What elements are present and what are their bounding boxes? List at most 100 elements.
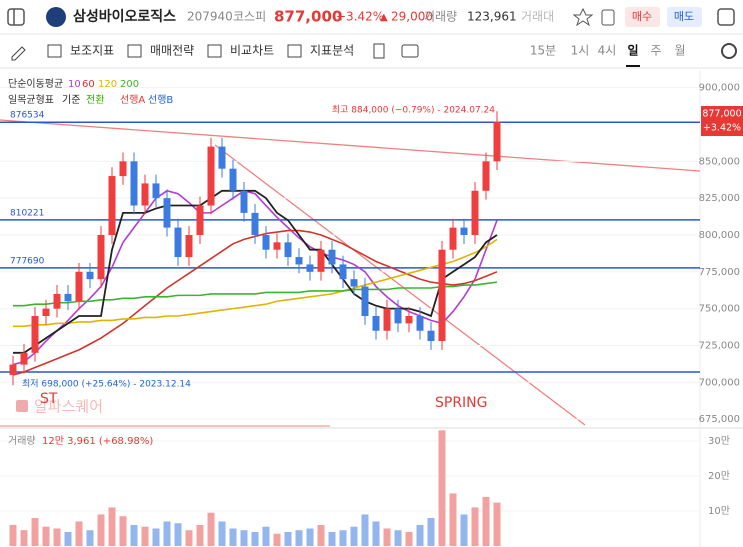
candle-body [438,249,446,342]
price-tag-value: 877,000 [702,109,741,120]
volume-bar [383,528,391,546]
level-label: 777690 [10,256,45,266]
candle-body [262,234,270,250]
sidebar-icon[interactable] [7,8,25,26]
volume-bar [185,530,193,546]
sell-button[interactable] [667,7,702,27]
legend-ma: 60 [82,79,95,90]
candle-body [394,308,402,324]
settings-icon[interactable] [721,43,737,59]
candle-body [9,364,17,375]
volume-bar [42,526,50,546]
volume-bar [471,507,479,546]
candle-body [306,264,314,272]
tool-icon[interactable] [287,44,302,58]
volume-tick-label: 10만 [708,505,730,517]
candle-body [229,168,237,191]
y-tick-label: 750,000 [699,304,740,315]
volume-bar [141,526,149,546]
volume-bar [97,514,105,546]
volume-bar [163,521,171,546]
candle-body [64,293,72,302]
volume-bar [262,526,270,546]
volume-tick-label: 20만 [708,470,730,482]
tool-label[interactable]: 비교차트 [230,44,274,58]
memo-icon[interactable] [601,9,615,26]
logo [46,7,66,27]
buy-button[interactable] [625,7,660,27]
candle-body [42,308,50,316]
period[interactable]: 4시 [598,44,617,58]
candle-body [273,242,281,250]
period[interactable]: 월 [674,44,685,58]
volume-bar [9,524,17,546]
y-tick-label: 800,000 [699,230,740,241]
period[interactable]: 1시 [571,44,590,58]
legend-ma: 120 [98,79,117,90]
period[interactable]: 일 [627,44,638,58]
y-tick-label: 900,000 [699,83,740,94]
volume-bar [394,530,402,546]
candle-body [361,286,369,316]
candle-body [108,176,116,235]
ma-title: 단순이동평균 [8,78,63,90]
volume-bar [251,531,259,546]
candle-body [185,234,193,258]
volume-summary: 12만 3,961 (+68.98%) [42,435,153,447]
tool-icon[interactable] [207,44,222,58]
volume-bar [20,530,28,546]
watermark: 알파스퀘어 [34,398,103,416]
truncated: 거래대 [521,10,554,24]
legend-ichimoku: 기준 [62,94,80,106]
volume-bar [317,524,325,546]
chart-type-icon[interactable] [373,43,385,59]
candle-body [174,227,182,258]
panel-icon[interactable] [717,8,735,26]
camera-icon[interactable] [401,44,419,58]
volume-bar [229,528,237,546]
star-icon[interactable] [572,7,594,27]
change: 29,000 [391,10,433,24]
high-note: 최고 884,000 (−0.79%) - 2024.07.24 [332,105,495,116]
candle-body [482,161,490,191]
tool-label[interactable]: 매매전략 [150,44,194,58]
legend-ichimoku: 선행A [120,94,145,106]
period[interactable]: 주 [650,44,661,58]
tool-label[interactable]: 지표분석 [310,44,354,58]
volume-bar [438,430,446,546]
volume-label: 거래량 [424,10,457,24]
volume-bar [240,530,248,546]
sell-label[interactable]: 매도 [674,10,694,23]
y-tick-label: 725,000 [699,340,740,351]
draw-icon[interactable] [11,46,26,61]
candle-body [130,161,138,206]
candle-body [251,212,259,235]
candle-body [339,264,347,280]
volume-bar [152,528,160,546]
tool-label[interactable]: 보조지표 [70,44,114,58]
ma-line [13,189,498,354]
legend-ma: 10 [68,79,81,90]
ma-line [13,281,498,307]
tool-icon[interactable] [47,44,62,58]
candle-body [207,146,215,206]
buy-label[interactable]: 매수 [632,10,652,23]
period[interactable]: 15분 [530,44,556,58]
level-label: 810221 [10,208,44,218]
candle-body [53,293,61,309]
candle-body [405,315,413,324]
tool-icon[interactable] [127,44,142,58]
volume-bar [449,493,457,546]
volume-bar [295,530,303,546]
volume-bar [273,533,281,546]
volume-bar [86,530,94,546]
volume-bar [196,524,204,546]
legend-ma: 200 [120,79,139,90]
market: 코스피 [233,10,266,24]
volume-bar [460,514,468,546]
volume-bar [306,528,314,546]
volume-bar [482,496,490,546]
candle-body [119,161,127,177]
candle-body [350,279,358,287]
